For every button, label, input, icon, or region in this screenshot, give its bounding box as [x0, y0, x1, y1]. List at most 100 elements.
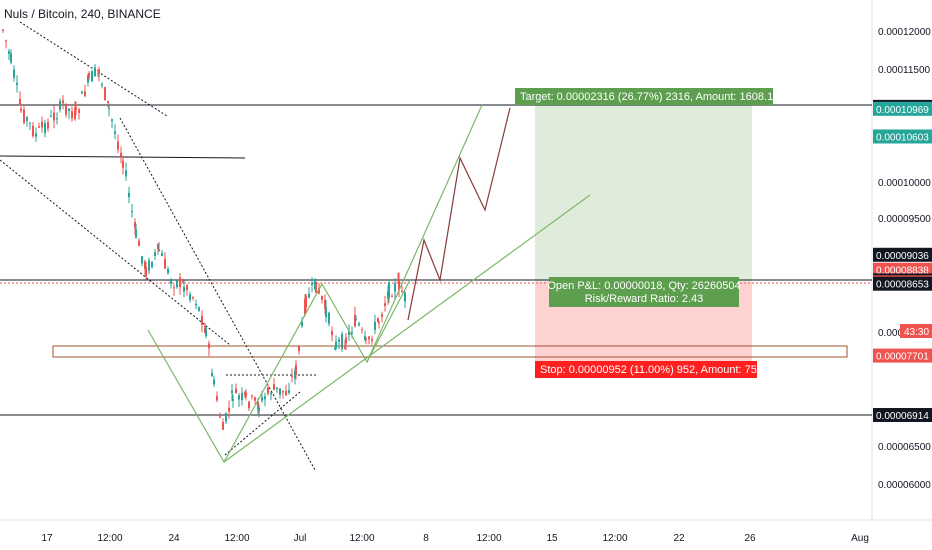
candle-body [282, 390, 284, 393]
projection-path[interactable] [407, 107, 511, 321]
svg-text:0.00010603: 0.00010603 [876, 132, 929, 143]
price-tick: 0.00011500 [878, 65, 931, 76]
open-pnl-label[interactable]: Open P&L: 0.00000018, Qty: 26260504 Risk… [547, 277, 741, 307]
candle-body [291, 375, 293, 377]
candle-body [35, 133, 37, 137]
candle-body [13, 69, 15, 78]
candle-body [41, 121, 43, 128]
trend-line-green[interactable] [223, 194, 591, 463]
candle-body [348, 330, 350, 335]
candle-body [8, 51, 10, 54]
candle-body [328, 312, 330, 324]
trend-line-dotted-3[interactable] [119, 117, 316, 471]
candle-body [368, 336, 370, 340]
candle-body [338, 339, 340, 342]
candle-body [114, 131, 116, 135]
price-tags: 0.000109950.000109690.000106030.00009036… [873, 99, 932, 422]
trend-line-dotted-1[interactable] [19, 21, 168, 117]
svg-text:0.00007701: 0.00007701 [876, 352, 929, 363]
candle-body [88, 73, 90, 78]
candle-body [245, 392, 247, 397]
candle-body [401, 290, 403, 292]
candle-body [50, 115, 52, 117]
time-tick: 24 [168, 533, 180, 544]
trend-line-dotted-2[interactable] [0, 159, 231, 346]
time-tick: 12:00 [602, 533, 627, 544]
time-axis[interactable]: 17 12:00 24 12:00 Jul 12:00 8 12:00 15 1… [41, 533, 868, 544]
svg-text:Open P&L: 0.00000018, Qty: 262: Open P&L: 0.00000018, Qty: 26260504 [547, 280, 740, 292]
trend-line-dotted-5[interactable] [224, 391, 301, 456]
pattern-leg-green[interactable] [366, 104, 483, 363]
candle-body [111, 119, 113, 122]
candle-body [74, 108, 76, 119]
price-tag: 0.00008653 [873, 276, 932, 291]
svg-text:0.00009036: 0.00009036 [876, 251, 929, 262]
candle-body [308, 293, 310, 298]
time-tick: Aug [851, 533, 869, 544]
candle-body [377, 317, 379, 322]
svg-text:0.00006914: 0.00006914 [876, 411, 929, 422]
candle-body [198, 307, 200, 311]
candle-body [208, 343, 210, 349]
time-tick: Jul [294, 533, 307, 544]
harmonic-pattern[interactable] [147, 279, 411, 464]
candle-body [195, 303, 197, 306]
candle-body [301, 321, 303, 327]
price-tag: 0.00010603 [873, 129, 932, 144]
candle-body [341, 334, 343, 350]
candle-body [279, 388, 281, 395]
price-tick-partial: 0.000 [878, 328, 903, 339]
price-tick: 0.00006000 [878, 480, 931, 491]
candle-body [10, 53, 12, 63]
candle-body [173, 287, 175, 289]
price-tick: 0.00010000 [878, 178, 931, 189]
candle-body [91, 71, 93, 82]
price-axis[interactable]: 0.00012000 0.00011500 0.00010000 0.00009… [878, 27, 931, 491]
time-tick: 15 [546, 533, 558, 544]
candle-body [78, 109, 80, 113]
candle-body [388, 282, 390, 298]
candle-body [20, 108, 22, 111]
candle-body [186, 285, 188, 291]
candle-body [56, 118, 58, 120]
candle-body [183, 286, 185, 292]
candle-body [270, 393, 272, 395]
candle-body [117, 141, 119, 150]
candle-body [235, 388, 237, 394]
candle-body [267, 387, 269, 394]
target-zone[interactable] [535, 105, 752, 282]
candle-body [404, 292, 406, 302]
candle-body [23, 109, 25, 123]
price-tag: 0.00007701 [873, 348, 932, 363]
candle-body [151, 261, 153, 268]
candle-body [354, 314, 356, 327]
candle-body [257, 401, 259, 410]
support-zone-rectangle[interactable] [52, 345, 848, 358]
candle-body [378, 322, 380, 324]
candle-body [157, 243, 159, 249]
svg-text:43:30: 43:30 [904, 327, 929, 338]
candle-body [144, 261, 146, 270]
price-tag: 0.00009036 [873, 247, 932, 262]
candle-body [68, 108, 70, 111]
candle-body [87, 75, 89, 83]
price-tick: 0.00006500 [878, 442, 931, 453]
candle-body [164, 259, 166, 269]
candle-body [325, 306, 327, 318]
candle-body [345, 337, 347, 344]
svg-text:Risk/Reward Ratio: 2.43: Risk/Reward Ratio: 2.43 [585, 293, 704, 305]
candle-body [62, 100, 64, 104]
candle-body [26, 117, 28, 121]
candle-body [135, 229, 137, 238]
candle-body [371, 338, 373, 341]
candle-body [391, 296, 393, 298]
target-label[interactable]: Target: 0.00002316 (26.77%) 2316, Amount… [515, 88, 779, 105]
candle-body [94, 67, 96, 76]
candle-body [213, 379, 215, 385]
candle-body [176, 280, 178, 288]
stop-label[interactable]: Stop: 0.00000952 (11.00%) 952, Amount: 7… [535, 361, 763, 378]
svg-text:0.00010969: 0.00010969 [876, 105, 929, 116]
candle-body [358, 323, 360, 326]
candle-body [131, 211, 133, 213]
